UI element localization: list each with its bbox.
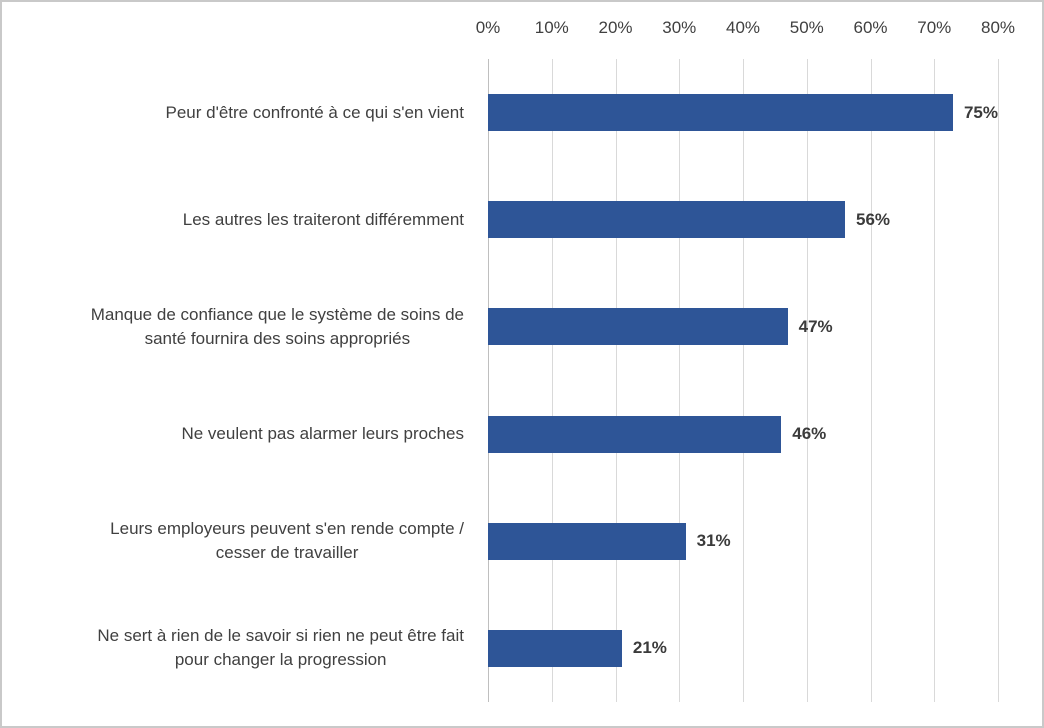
plot-area: 75% 56% 47% 46% 31% 21% xyxy=(488,59,999,702)
x-axis-tick-label: 60% xyxy=(853,18,888,37)
bar xyxy=(488,415,782,453)
bar-row: 46% xyxy=(488,381,998,488)
gridline xyxy=(551,59,553,702)
x-axis-tick-label: 0% xyxy=(475,18,501,37)
x-axis-tick-label: 40% xyxy=(725,18,761,37)
value-label: 31% xyxy=(696,531,731,551)
bar xyxy=(488,629,622,667)
category-label: Les autres les traiteront différemment xyxy=(182,209,464,229)
category-label: Leurs employeurs peuvent s'en rende comp… xyxy=(110,519,464,563)
x-axis-tick-label: 30% xyxy=(662,18,697,37)
category-label: Ne veulent pas alarmer leurs proches xyxy=(181,424,464,444)
gridline xyxy=(806,59,808,702)
value-label: 21% xyxy=(632,638,667,658)
category-labels-column: Peur d'être confronté à ce qui s'en vien… xyxy=(10,59,476,702)
category-label: Manque de confiance que le système de so… xyxy=(90,304,464,348)
bar-row: 31% xyxy=(488,488,998,595)
value-label: 56% xyxy=(856,209,891,229)
x-axis-tick-label: 10% xyxy=(534,18,569,37)
category-label-cell: Leurs employeurs peuvent s'en rende comp… xyxy=(10,488,476,595)
y-axis-line xyxy=(488,59,489,702)
category-label-cell: Ne veulent pas alarmer leurs proches xyxy=(10,381,476,488)
value-label: 47% xyxy=(798,316,833,336)
gridline xyxy=(615,59,617,702)
gridline xyxy=(679,59,681,702)
category-label-cell: Les autres les traiteront différemment xyxy=(10,166,476,273)
x-axis-tick-label: 20% xyxy=(598,18,633,37)
x-axis-tick-label: 50% xyxy=(789,18,824,37)
bar-row: 75% xyxy=(488,59,998,166)
bar xyxy=(488,308,788,346)
bar-row: 56% xyxy=(488,166,998,273)
gridline xyxy=(743,59,744,702)
gridline xyxy=(934,59,936,702)
gridline xyxy=(998,59,999,702)
category-label-cell: Manque de confiance que le système de so… xyxy=(10,273,476,380)
x-axis-tick-label: 80% xyxy=(980,18,1016,37)
gridline xyxy=(870,59,872,702)
category-label-cell: Peur d'être confronté à ce qui s'en vien… xyxy=(10,59,476,166)
bar-row: 21% xyxy=(488,595,998,702)
x-axis-tick-labels: 0% 10% 20% 30% 40% 50% 60% 70% 80% xyxy=(476,18,1015,44)
bar xyxy=(488,522,686,560)
value-label: 75% xyxy=(963,102,998,122)
category-label: Ne sert à rien de le savoir si rien ne p… xyxy=(97,626,464,670)
bar-row: 47% xyxy=(488,273,998,380)
value-label: 46% xyxy=(792,424,827,444)
category-label: Peur d'être confronté à ce qui s'en vien… xyxy=(165,102,464,122)
x-axis-tick-label: 70% xyxy=(917,18,952,37)
bar-rows: 75% 56% 47% 46% 31% 21% xyxy=(488,59,998,702)
bar xyxy=(488,94,953,132)
bar xyxy=(488,201,845,239)
category-label-cell: Ne sert à rien de le savoir si rien ne p… xyxy=(10,595,476,702)
